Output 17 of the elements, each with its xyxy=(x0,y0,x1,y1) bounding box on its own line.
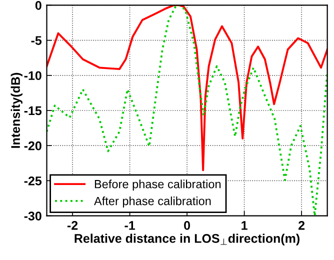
line-series xyxy=(46,5,328,216)
legend-label: Before phase calibration xyxy=(94,180,221,191)
y-tick-label: -10 xyxy=(24,71,42,80)
y-tick-label: -15 xyxy=(24,106,42,116)
y-tick-label: -20 xyxy=(24,141,42,150)
y-axis-title: Intensity(dB) xyxy=(10,72,22,148)
x-tick-label: -1 xyxy=(124,221,135,230)
x-axis-title: Relative distance in LOS$_{⊥}$direction(m) xyxy=(74,234,300,246)
x-tick-label: 2 xyxy=(298,220,305,230)
y-tick-label: -5 xyxy=(31,36,42,45)
legend-label: After phase calibration xyxy=(94,196,211,208)
y-tick-label: -25 xyxy=(24,176,42,186)
x-tick-label: 1 xyxy=(242,221,248,230)
y-tick-label: -30 xyxy=(24,212,42,220)
x-tick-label: 0 xyxy=(184,220,190,230)
x-tick-label: -2 xyxy=(67,220,78,230)
y-tick-label: 0 xyxy=(35,1,42,10)
